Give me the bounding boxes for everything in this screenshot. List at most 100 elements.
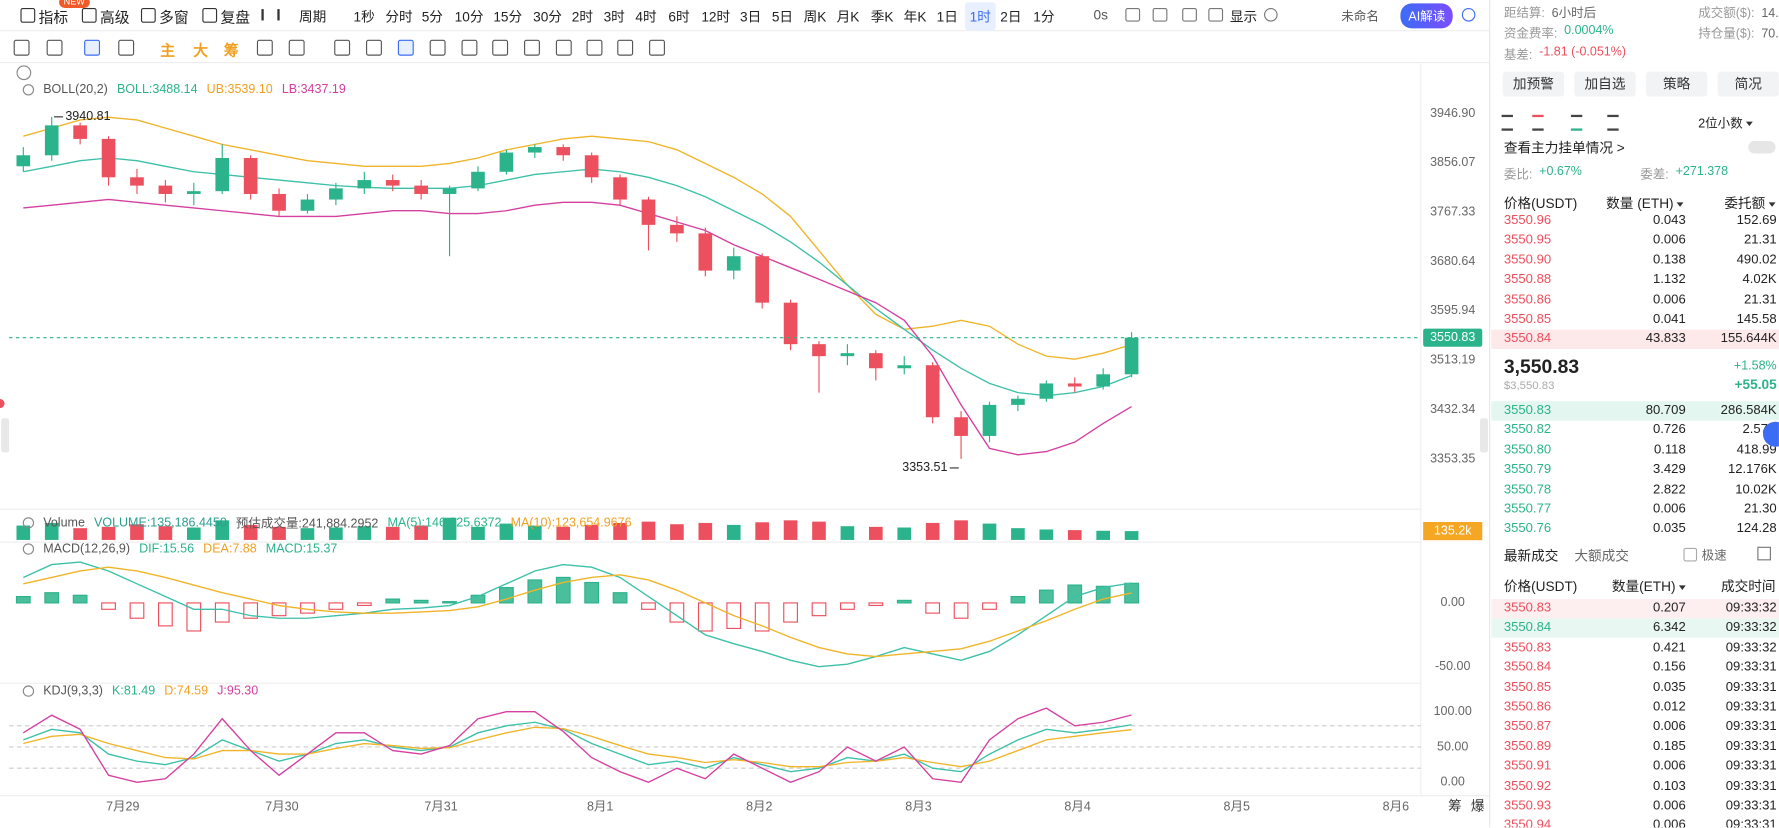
drawing-tool[interactable]	[492, 39, 509, 56]
panel-button[interactable]: 简况	[1717, 71, 1779, 97]
period-button[interactable]: 月K	[836, 9, 860, 26]
period-button[interactable]: 3时	[603, 9, 625, 26]
period-button[interactable]: 15分	[493, 9, 523, 26]
trade-qty: 0.006	[1653, 818, 1686, 828]
high-label: 3940.81	[65, 109, 110, 123]
toolbar-tool[interactable]	[1152, 7, 1168, 22]
period-button[interactable]: 年K	[903, 9, 927, 26]
trade-price: 3550.84	[1503, 621, 1552, 635]
share-icon[interactable]	[1461, 7, 1476, 22]
filter-icon[interactable]	[1757, 546, 1771, 561]
period-button[interactable]: 周K	[803, 9, 827, 26]
toolbar-tool[interactable]	[1125, 7, 1141, 22]
toolbar-tool[interactable]	[1208, 7, 1224, 22]
period-button[interactable]: 分时	[385, 9, 413, 26]
toggle[interactable]	[1748, 140, 1776, 154]
period-button[interactable]: 1秒	[353, 9, 375, 26]
period-button[interactable]: 30分	[533, 9, 562, 26]
layout-name[interactable]: 未命名	[1341, 10, 1379, 24]
trade-tab[interactable]: 大额成交	[1574, 547, 1629, 564]
panel-button[interactable]: 加预警	[1502, 71, 1565, 97]
period-button[interactable]: 10分	[454, 9, 484, 26]
drawing-tool[interactable]	[429, 39, 446, 56]
candle-body	[73, 125, 87, 139]
drawing-tool[interactable]	[461, 39, 478, 56]
panel-button[interactable]: 策略	[1645, 71, 1708, 97]
drawing-tool[interactable]	[84, 39, 101, 56]
period-button[interactable]: 5日	[771, 9, 794, 26]
period-button[interactable]: 2时	[571, 9, 594, 26]
book-view-icon[interactable]	[1570, 114, 1583, 131]
period-button[interactable]: 1时	[965, 2, 996, 31]
fast-checkbox[interactable]	[1683, 547, 1698, 562]
drawing-tool[interactable]	[555, 39, 572, 56]
x-tick-label: 8月1	[587, 799, 613, 813]
drawing-tool[interactable]	[617, 39, 634, 56]
collapse-handle[interactable]	[1479, 418, 1488, 453]
drawing-tool[interactable]	[334, 39, 351, 56]
settings-icon[interactable]	[1264, 7, 1278, 22]
corner-button: 爆	[1471, 799, 1485, 814]
period-button[interactable]: 1日	[936, 9, 958, 26]
info-value: 14.088亿	[1761, 6, 1779, 21]
drawing-tool[interactable]	[288, 39, 305, 56]
drawing-tool[interactable]	[366, 39, 382, 56]
display-button[interactable]: 显示	[1229, 9, 1258, 26]
period-button[interactable]: 1分	[1033, 9, 1055, 26]
depth-link[interactable]: 查看主力挂单情况 >	[1503, 139, 1625, 156]
book-view-icon[interactable]	[1501, 114, 1513, 131]
period-dropdown[interactable]: 周期	[298, 9, 327, 26]
drawing-tool[interactable]	[118, 39, 135, 56]
period-button[interactable]: 5分	[421, 9, 443, 26]
book-view-icon[interactable]	[1532, 114, 1544, 131]
trade-qty: 0.156	[1653, 660, 1686, 675]
toolbar-tool[interactable]	[1182, 7, 1197, 22]
candle-body	[215, 158, 230, 192]
ai-button[interactable]: AI解读	[1400, 3, 1454, 29]
volume-bar	[101, 526, 116, 540]
toolbar-button[interactable]: 多窗	[159, 9, 189, 27]
decimals-dropdown[interactable]: 2位小数	[1698, 114, 1753, 132]
indicator-tool[interactable]: 大	[193, 42, 209, 60]
collapse-handle[interactable]	[1, 418, 10, 453]
trade-price: 3550.87	[1503, 719, 1552, 734]
drawing-tool[interactable]	[649, 39, 665, 56]
period-button[interactable]: 4时	[635, 9, 657, 26]
drawing-tool[interactable]	[586, 39, 603, 56]
volume-bar	[1011, 528, 1025, 540]
period-button[interactable]: 3日	[739, 9, 762, 26]
drawing-tool[interactable]	[46, 39, 63, 56]
low-label: 3353.51	[902, 460, 947, 474]
fast-label[interactable]: 极速	[1701, 549, 1727, 563]
indicator-tool[interactable]: 筹	[223, 42, 239, 60]
toolbar-icon	[202, 7, 218, 23]
candle-body	[556, 147, 571, 156]
drawing-tool[interactable]	[524, 39, 540, 56]
y-tick-label: 3856.07	[1430, 155, 1475, 169]
period-button[interactable]: 季K	[870, 9, 894, 26]
expand-icon[interactable]	[16, 65, 32, 81]
period-button[interactable]: 12时	[701, 9, 731, 26]
collapse-icon[interactable]	[22, 543, 35, 555]
toolbar-button[interactable]: 复盘	[220, 9, 251, 27]
macd-bar	[413, 599, 429, 604]
toolbar-button[interactable]: 指标	[38, 9, 69, 27]
drawing-tool[interactable]	[397, 39, 414, 56]
toolbar-button[interactable]: 高级	[100, 9, 130, 27]
collapse-icon[interactable]	[22, 517, 35, 529]
drawing-tool[interactable]	[256, 39, 273, 56]
volume-bar	[414, 525, 428, 540]
period-button[interactable]: 6时	[668, 9, 690, 26]
ratio-row: 委比: +0.67%	[1504, 165, 1582, 183]
period-button[interactable]: 2日	[1000, 9, 1022, 26]
collapse-icon[interactable]	[22, 685, 35, 697]
indicator-tool[interactable]: 主	[160, 42, 176, 60]
panel-button[interactable]: 加自选	[1574, 71, 1636, 97]
trade-tab[interactable]: 最新成交	[1503, 547, 1559, 564]
book-view-icon[interactable]	[1607, 114, 1619, 131]
collapse-icon[interactable]	[22, 84, 35, 96]
book-qty: 0.043	[1653, 213, 1686, 228]
chat-bubble[interactable]	[1763, 421, 1779, 447]
macd-bar	[271, 602, 287, 617]
drawing-tool[interactable]	[13, 39, 30, 56]
